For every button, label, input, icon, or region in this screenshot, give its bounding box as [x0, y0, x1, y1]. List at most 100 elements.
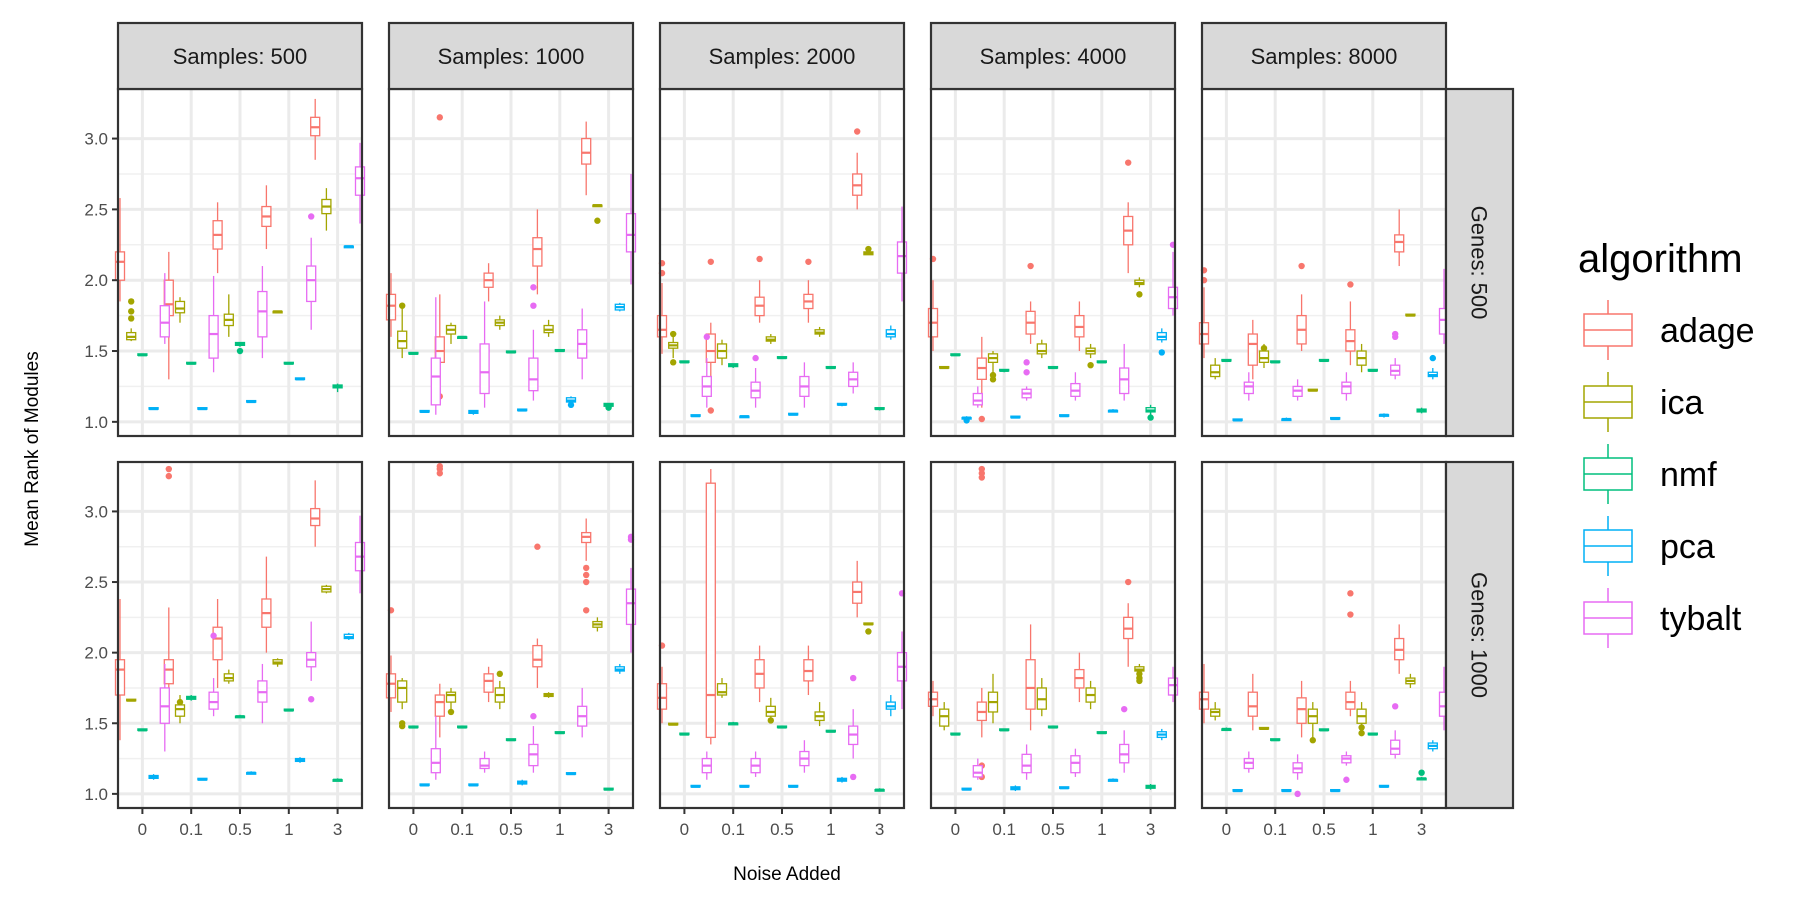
outlier-point — [978, 465, 985, 473]
box-pca — [739, 784, 750, 788]
box-pca — [788, 412, 799, 416]
box-ica — [939, 702, 950, 731]
outlier-point — [963, 417, 970, 424]
outlier-point — [583, 571, 590, 579]
box-pca — [197, 407, 208, 411]
box-nmf — [1367, 732, 1378, 736]
y-tick-label: 3.0 — [84, 502, 108, 521]
column-strip-label: Samples: 1000 — [438, 44, 585, 69]
box-tybalt — [750, 354, 761, 408]
box-ica — [765, 334, 776, 344]
outlier-point — [1347, 590, 1354, 597]
box-pca — [614, 302, 625, 312]
box-adage — [1074, 652, 1085, 703]
box-tybalt — [625, 173, 637, 285]
outlier-point — [1358, 724, 1365, 731]
box-nmf — [554, 348, 565, 353]
box-tybalt — [848, 674, 859, 781]
box-pca — [836, 402, 848, 407]
x-tick-label: 0.1 — [450, 820, 474, 839]
panel-grid — [114, 87, 1450, 810]
box-nmf — [1270, 738, 1281, 742]
x-tick-label: 3 — [333, 820, 342, 839]
outlier-point — [752, 354, 759, 362]
box-body — [1341, 381, 1352, 395]
box-adage — [1394, 209, 1405, 267]
panel — [1198, 87, 1450, 438]
box-nmf — [186, 695, 197, 701]
box-nmf — [950, 732, 961, 736]
box-adage — [310, 98, 321, 160]
box-pca — [961, 416, 972, 424]
box-ica — [445, 322, 457, 344]
box-pca — [343, 632, 354, 640]
box-tybalt — [750, 751, 761, 777]
box-tybalt — [1341, 751, 1352, 783]
x-tick-label: 0.1 — [721, 820, 745, 839]
x-tick-label: 0.5 — [1041, 820, 1065, 839]
box-ica — [987, 351, 999, 383]
panel — [114, 87, 366, 438]
column-strip-label: Samples: 500 — [173, 44, 308, 69]
x-tick-label: 3 — [875, 820, 884, 839]
box-body — [310, 507, 321, 527]
outlier-point — [1343, 776, 1350, 783]
box-ica — [1405, 313, 1416, 317]
box-body — [1247, 333, 1258, 366]
box-ica — [1134, 277, 1145, 298]
box-nmf — [1096, 360, 1107, 364]
box-nmf — [332, 383, 343, 393]
x-tick-label: 0.1 — [179, 820, 203, 839]
outlier-point — [436, 470, 443, 477]
box-adage — [261, 556, 272, 653]
y-tick-label: 2.5 — [84, 200, 108, 219]
panel — [385, 460, 637, 810]
box-nmf — [603, 402, 614, 411]
box-body — [1247, 691, 1258, 717]
outlier-point — [308, 696, 315, 703]
box-pca — [1010, 785, 1021, 792]
box-adage — [1074, 301, 1085, 352]
outlier-point — [1023, 369, 1030, 376]
box-nmf — [1318, 358, 1330, 363]
box-ica — [668, 722, 679, 726]
box-body — [1025, 659, 1036, 710]
box-ica — [939, 365, 950, 370]
y-axis-label: Mean Rank of Modules — [22, 351, 43, 546]
box-pca — [1330, 416, 1341, 421]
box-pca — [294, 377, 306, 381]
box-pca — [690, 784, 701, 788]
x-tick-label: 0.5 — [770, 820, 794, 839]
box-adage — [212, 598, 223, 688]
box-ica — [1085, 680, 1096, 710]
box-body — [705, 482, 716, 739]
box-pca — [1107, 778, 1119, 782]
x-tick-label: 3 — [604, 820, 613, 839]
box-nmf — [679, 360, 690, 364]
box-nmf — [825, 729, 836, 733]
x-tick-label: 1 — [1368, 820, 1377, 839]
box-nmf — [950, 353, 961, 357]
outlier-point — [850, 674, 857, 682]
box-body — [114, 251, 126, 281]
outlier-point — [128, 308, 135, 315]
panel — [656, 460, 908, 810]
outlier-point — [530, 302, 537, 309]
legend-item-tybalt: tybalt — [1583, 588, 1742, 648]
outlier-point — [128, 315, 135, 322]
box-body — [1394, 234, 1405, 253]
box-body — [532, 644, 543, 668]
box-pca — [246, 771, 257, 775]
box-pca — [246, 399, 257, 404]
row-strip-label: Genes: 500 — [1467, 206, 1492, 320]
box-nmf — [505, 738, 517, 742]
legend-item-adage: adage — [1583, 300, 1755, 360]
outlier-point — [707, 407, 714, 414]
column-strip — [929, 21, 1177, 91]
box-body — [972, 392, 983, 406]
box-pca — [148, 774, 159, 780]
box-body — [434, 694, 445, 717]
outlier-point — [583, 578, 590, 586]
box-adage — [532, 209, 543, 295]
box-nmf — [825, 365, 836, 370]
